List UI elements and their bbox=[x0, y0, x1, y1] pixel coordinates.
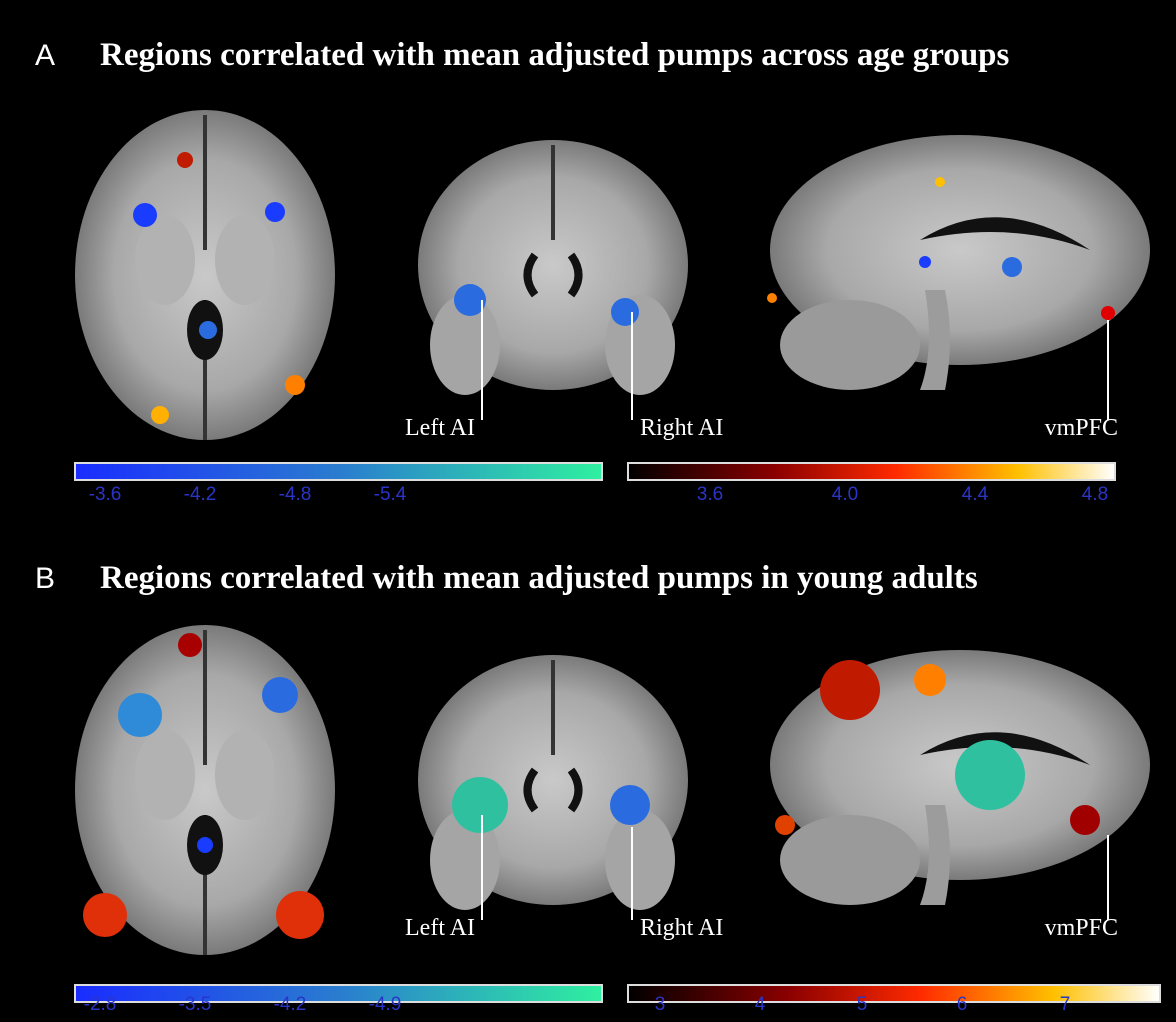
positive-colorbar bbox=[628, 985, 1160, 1002]
colorbar-tick: -3.5 bbox=[179, 994, 212, 1015]
activation-blob bbox=[177, 152, 193, 168]
colorbar-tick: 3.6 bbox=[697, 484, 723, 505]
activation-blob bbox=[914, 664, 946, 696]
figure: A Regions correlated with mean adjusted p… bbox=[0, 0, 1176, 1022]
colorbar-tick: 3 bbox=[655, 994, 666, 1015]
activation-blob bbox=[83, 893, 127, 937]
activation-blob bbox=[1002, 257, 1022, 277]
brain-row bbox=[75, 625, 1150, 955]
colorbar-tick: 4.4 bbox=[962, 484, 989, 505]
activation-blob bbox=[935, 177, 945, 187]
temporal bbox=[605, 810, 675, 910]
region-label: vmPFC bbox=[1045, 415, 1118, 441]
activation-blob bbox=[452, 777, 508, 833]
deep-gray bbox=[135, 215, 195, 305]
panel-letter: A bbox=[35, 39, 55, 72]
colorbar-tick: -4.8 bbox=[279, 484, 312, 505]
colorbar-tick: -4.2 bbox=[184, 484, 217, 505]
cerebellum bbox=[780, 815, 920, 905]
colorbar-tick: 5 bbox=[857, 994, 868, 1015]
colorbar-tick: 4.0 bbox=[832, 484, 858, 505]
colorbar-tick: -5.4 bbox=[374, 484, 407, 505]
deep-gray bbox=[215, 730, 275, 820]
activation-blob bbox=[265, 202, 285, 222]
colorbar-tick: 4 bbox=[755, 994, 766, 1015]
deep-gray bbox=[135, 730, 195, 820]
activation-blob bbox=[262, 677, 298, 713]
activation-blob bbox=[1101, 306, 1115, 320]
region-label: vmPFC bbox=[1045, 915, 1118, 941]
colorbar-tick: -4.9 bbox=[369, 994, 402, 1015]
panel-title: Regions correlated with mean adjusted pu… bbox=[100, 37, 1010, 73]
colorbar-tick: -4.2 bbox=[274, 994, 307, 1015]
activation-blob bbox=[133, 203, 157, 227]
positive-colorbar bbox=[628, 463, 1115, 480]
colorbar-tick: 4.8 bbox=[1082, 484, 1108, 505]
activation-blob bbox=[611, 298, 639, 326]
activation-blob bbox=[610, 785, 650, 825]
region-label: Left AI bbox=[405, 415, 475, 441]
activation-blob bbox=[955, 740, 1025, 810]
activation-blob bbox=[151, 406, 169, 424]
negative-colorbar bbox=[75, 985, 602, 1002]
negative-colorbar bbox=[75, 463, 602, 480]
activation-blob bbox=[775, 815, 795, 835]
activation-blob bbox=[285, 375, 305, 395]
panel-letter: B bbox=[35, 562, 55, 595]
colorbar-tick: 6 bbox=[957, 994, 968, 1015]
region-label: Left AI bbox=[405, 915, 475, 941]
panel-title: Regions correlated with mean adjusted pu… bbox=[100, 560, 978, 596]
activation-blob bbox=[820, 660, 880, 720]
brain-row bbox=[75, 110, 1150, 440]
colorbar-tick: -3.6 bbox=[89, 484, 122, 505]
cerebellum bbox=[780, 300, 920, 390]
activation-blob bbox=[178, 633, 202, 657]
activation-blob bbox=[1070, 805, 1100, 835]
activation-blob bbox=[199, 321, 217, 339]
colorbar-tick: 7 bbox=[1060, 994, 1071, 1015]
activation-blob bbox=[197, 837, 213, 853]
activation-blob bbox=[767, 293, 777, 303]
colorbar-tick: -2.8 bbox=[84, 994, 117, 1015]
activation-blob bbox=[919, 256, 931, 268]
activation-blob bbox=[118, 693, 162, 737]
deep-gray bbox=[215, 215, 275, 305]
activation-blob bbox=[276, 891, 324, 939]
page: A Regions correlated with mean adjusted p… bbox=[0, 0, 1176, 1022]
region-label: Right AI bbox=[640, 415, 723, 441]
region-label: Right AI bbox=[640, 915, 723, 941]
